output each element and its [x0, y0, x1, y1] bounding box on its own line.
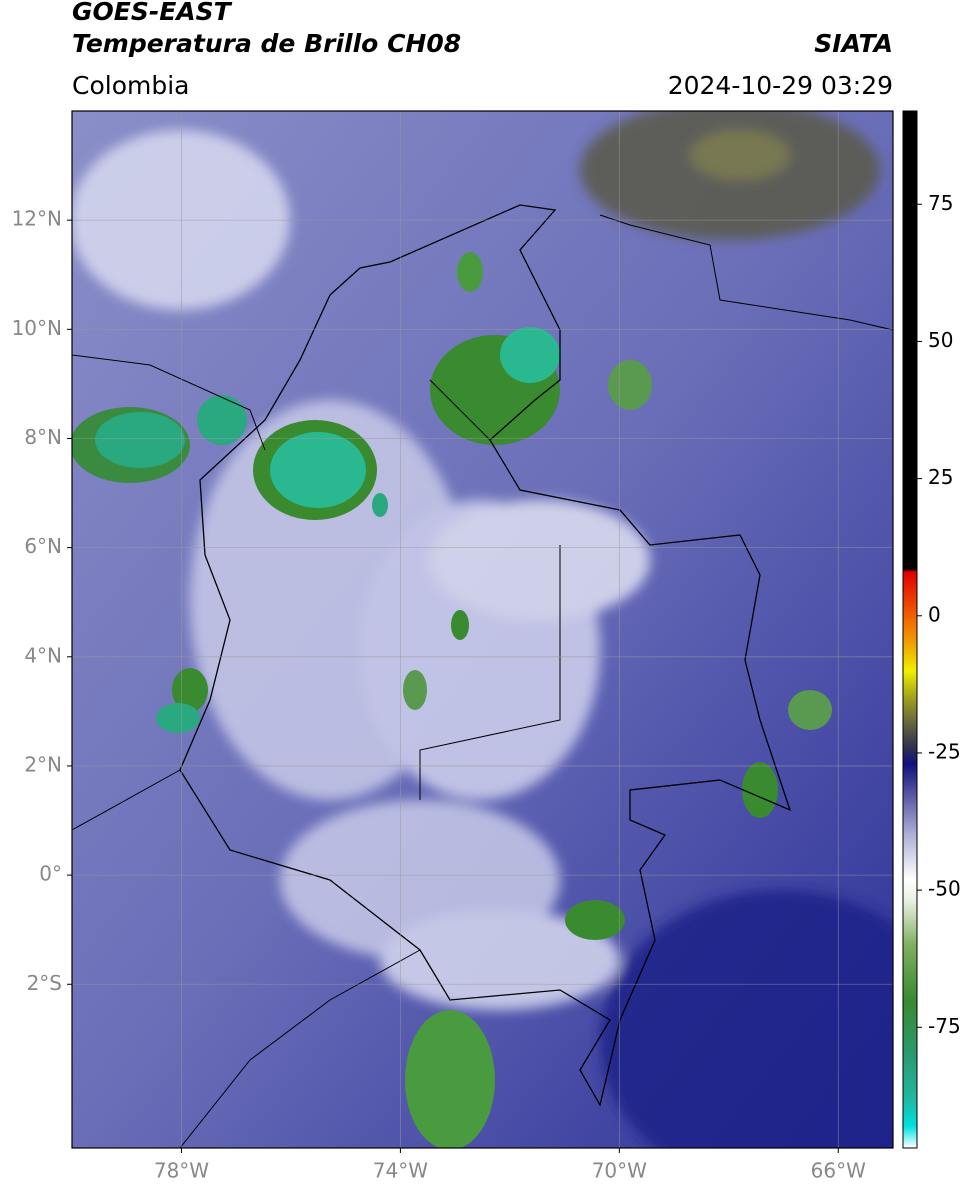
y-tick-label: 6°N	[24, 534, 62, 558]
graticule	[72, 111, 893, 1148]
title: Temperatura de Brillo CH08	[72, 29, 461, 58]
y-tick-label: 2°S	[27, 971, 62, 995]
y-tick-label: 10°N	[12, 316, 62, 340]
y-tick-label: 2°N	[24, 752, 62, 776]
cold-cloud-tops	[72, 252, 832, 1148]
y-tick-label: 0°	[39, 862, 62, 886]
x-tick-label: 74°W	[373, 1159, 428, 1183]
satellite: GOES-EAST	[72, 0, 233, 26]
colorbar-label: -25	[928, 739, 961, 763]
y-tick-label: 12°N	[12, 207, 62, 231]
colorbar-label: -75	[928, 1014, 961, 1038]
colorbar-label: -50	[928, 877, 961, 901]
colorbar-label: 50	[928, 328, 953, 352]
source: SIATA	[814, 29, 893, 58]
y-tick-label: 4°N	[24, 643, 62, 667]
map-imagery	[72, 111, 893, 1148]
x-tick-label: 70°W	[592, 1159, 647, 1183]
y-tick-label: 8°N	[24, 425, 62, 449]
colorbar	[902, 110, 918, 1149]
datetime: 2024-10-29 03:29	[668, 71, 893, 100]
x-tick-label: 66°W	[811, 1159, 866, 1183]
colorbar-label: 25	[928, 465, 953, 489]
map-frame	[71, 110, 894, 1149]
x-tick-label: 78°W	[154, 1159, 209, 1183]
colorbar-label: 0	[928, 602, 941, 626]
region: Colombia	[72, 71, 189, 100]
colorbar-label: 75	[928, 191, 953, 215]
